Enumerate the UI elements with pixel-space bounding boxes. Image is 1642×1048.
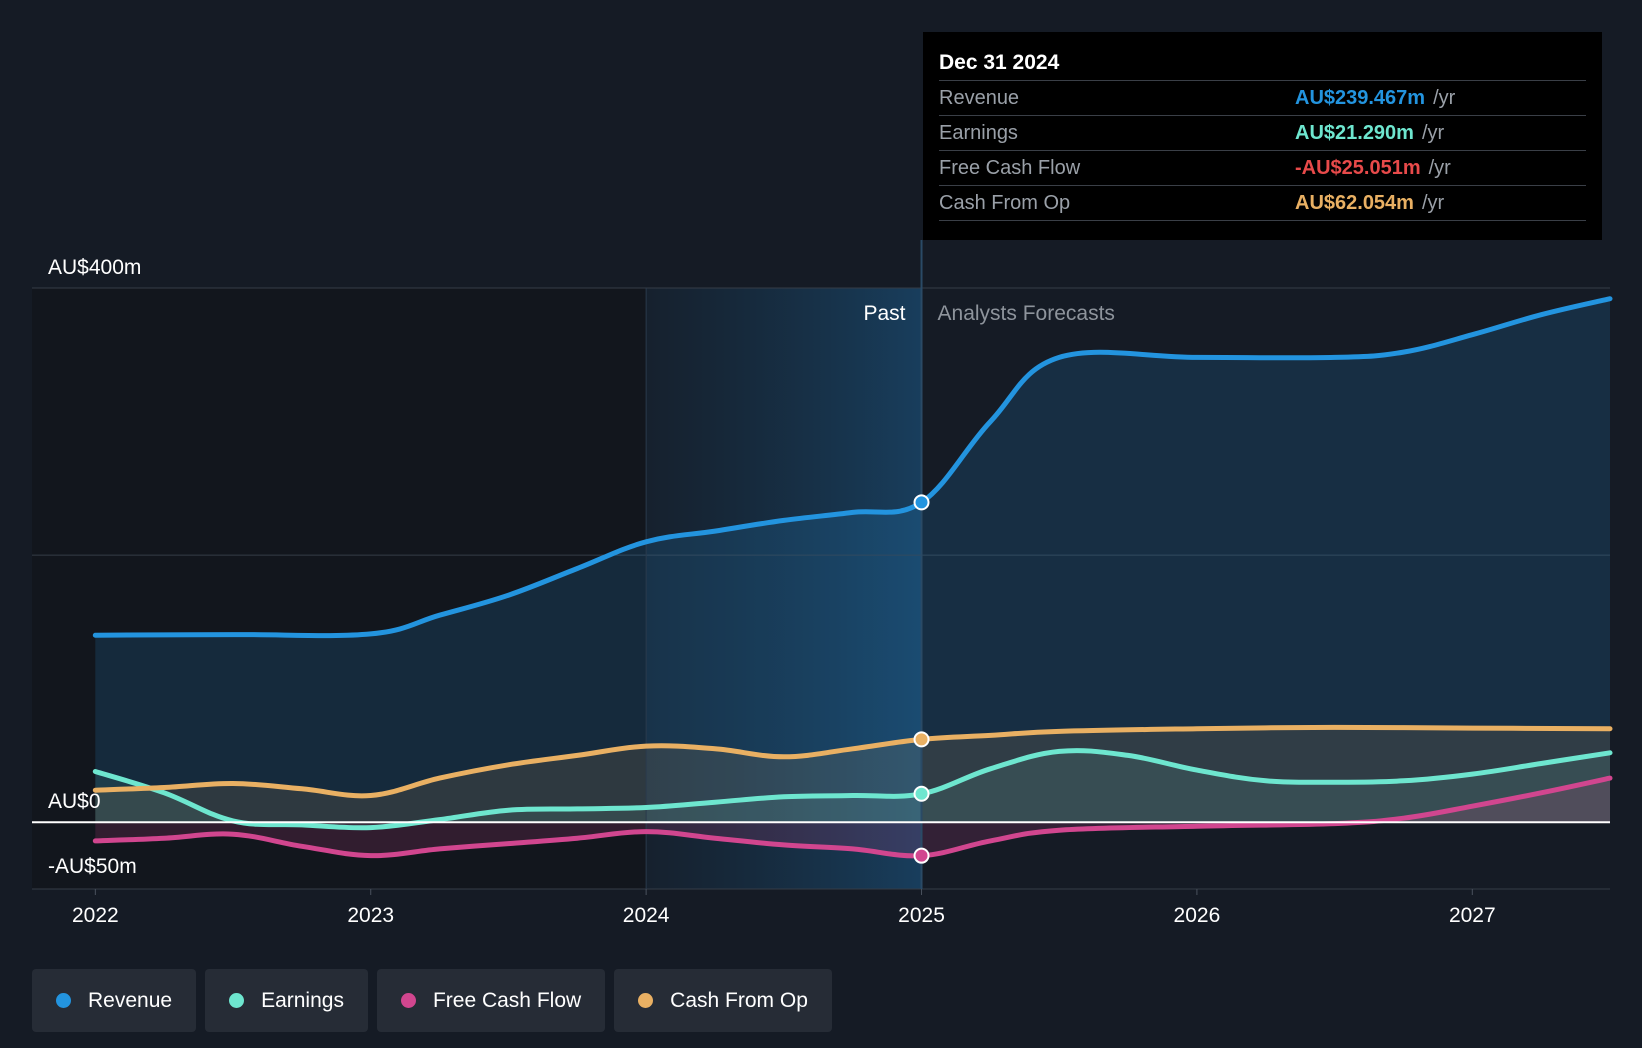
legend-label: Free Cash Flow (432, 988, 582, 1012)
tooltip-label: Earnings (939, 122, 1018, 144)
tooltip-value: AU$62.054m (1295, 192, 1414, 214)
tooltip-label: Cash From Op (939, 192, 1071, 214)
tooltip-unit: /yr (1433, 87, 1456, 109)
area-earnings (95, 750, 1610, 828)
series-line-earnings (92, 748, 1613, 831)
legend-label: Cash From Op (670, 988, 808, 1012)
y-tick-label: AU$0 (48, 790, 101, 813)
legend-item-revenue[interactable]: Revenue (32, 969, 197, 1032)
legend-dot-icon (229, 993, 245, 1008)
series-line-free-cash-flow (92, 775, 1613, 859)
tooltip-date: Dec 31 2024 (939, 46, 1586, 81)
tooltip-row-revenue: Revenue AU$239.467m /yr (939, 81, 1586, 116)
area-free-cash-flow (95, 778, 1610, 856)
marker-revenue[interactable] (913, 494, 930, 511)
series-line-cash-from-op (92, 724, 1613, 799)
x-tick-label: 2023 (347, 904, 394, 927)
legend-dot-icon (638, 993, 654, 1008)
x-tick-label: 2027 (1449, 904, 1496, 927)
legend-label: Revenue (88, 988, 173, 1012)
x-tick-label: 2025 (898, 904, 945, 927)
x-tick-label: 2026 (1174, 904, 1221, 927)
legend-item-cash-from-op[interactable]: Cash From Op (614, 969, 832, 1032)
tooltip-label: Revenue (939, 87, 1020, 109)
x-tick-label: 2022 (72, 904, 119, 927)
forecast-label: Analysts Forecasts (938, 302, 1115, 325)
tooltip-value: -AU$25.051m (1295, 157, 1421, 179)
tooltip-value: AU$239.467m (1295, 87, 1426, 109)
tooltip-unit: /yr (1421, 122, 1445, 144)
tooltip-row-earnings: Earnings AU$21.290m /yr (939, 116, 1586, 151)
legend-dot-icon (56, 993, 71, 1008)
legend: Revenue Earnings Free Cash Flow Cash Fro… (32, 969, 841, 1032)
marker-earnings[interactable] (913, 785, 930, 802)
marker-cash-from-op[interactable] (913, 731, 930, 748)
y-tick-label: AU$400m (48, 256, 141, 279)
tooltip-row-free-cash-flow: Free Cash Flow -AU$25.051m /yr (939, 151, 1586, 186)
x-tick-label: 2024 (623, 904, 670, 927)
past-region (646, 288, 922, 889)
series-line-revenue (92, 296, 1613, 639)
legend-item-free-cash-flow[interactable]: Free Cash Flow (376, 969, 606, 1032)
past-label: Past (863, 302, 905, 325)
tooltip-value: AU$21.290m (1295, 122, 1414, 144)
y-tick-label: -AU$50m (48, 855, 137, 878)
legend-label: Earnings (261, 988, 344, 1012)
legend-dot-icon (400, 993, 416, 1008)
tooltip-unit: /yr (1421, 192, 1445, 214)
area-cash-from-op (95, 727, 1610, 823)
marker-free-cash-flow[interactable] (913, 847, 930, 864)
tooltip-label: Free Cash Flow (939, 157, 1081, 179)
tooltip: Dec 31 2024 Revenue AU$239.467m /yr Earn… (923, 32, 1602, 240)
tooltip-row-cash-from-op: Cash From Op AU$62.054m /yr (939, 186, 1586, 221)
area-revenue (95, 298, 1610, 823)
tooltip-unit: /yr (1428, 157, 1451, 179)
legend-item-earnings[interactable]: Earnings (205, 969, 368, 1032)
